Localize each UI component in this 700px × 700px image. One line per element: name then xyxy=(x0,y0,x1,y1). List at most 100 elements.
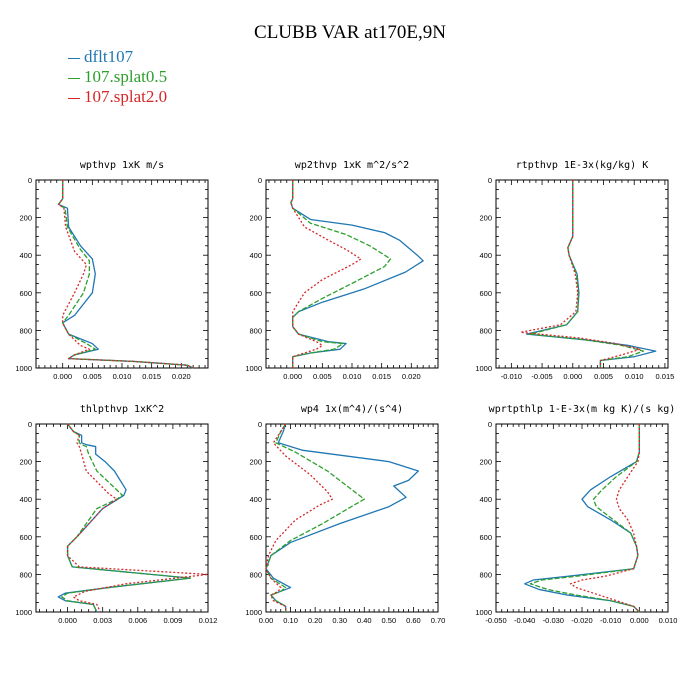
x-tick-label: 0.60 xyxy=(406,616,421,625)
y-tick-label: 1000 xyxy=(15,608,32,617)
x-tick-label: 0.012 xyxy=(199,616,218,625)
series-line-107.splat2.0 xyxy=(265,423,333,612)
x-tick-label: -0.050 xyxy=(485,616,506,625)
series-line-107.splat2.0 xyxy=(290,180,362,368)
series-line-107.splat0.5 xyxy=(57,180,194,369)
x-tick-label: 0.015 xyxy=(372,372,391,381)
series-line-107.splat2.0 xyxy=(569,424,640,613)
y-tick-label: 200 xyxy=(479,214,492,223)
y-tick-label: 600 xyxy=(479,533,492,542)
y-tick-label: 800 xyxy=(19,570,32,579)
y-tick-label: 0 xyxy=(28,420,32,429)
panel-6-frame xyxy=(495,423,669,613)
y-tick-label: 800 xyxy=(19,326,32,335)
y-tick-label: 600 xyxy=(19,533,32,542)
series-line-107.splat2.0 xyxy=(57,180,194,369)
x-tick-label: -0.010 xyxy=(501,372,522,381)
x-tick-label: 0.005 xyxy=(83,372,102,381)
y-tick-label: 1000 xyxy=(475,608,492,617)
x-tick-label: 0.010 xyxy=(343,372,362,381)
x-tick-label: 0.20 xyxy=(308,616,323,625)
series-line-dflt107 xyxy=(524,424,640,613)
x-tick-label: 0.000 xyxy=(53,372,72,381)
series-line-dflt107 xyxy=(290,180,424,368)
legend-label: dflt107 xyxy=(84,47,134,66)
panel-1-frame xyxy=(35,179,209,369)
y-tick-label: 200 xyxy=(249,214,262,223)
x-tick-label: 0.000 xyxy=(563,372,582,381)
x-tick-label: 0.50 xyxy=(382,616,397,625)
legend-item-splat2.0: 107.splat2.0 xyxy=(68,88,167,106)
series-line-107.splat0.5 xyxy=(529,424,640,613)
x-tick-label: -0.040 xyxy=(514,616,535,625)
x-tick-label: 0.020 xyxy=(172,372,191,381)
x-tick-label: 0.010 xyxy=(659,616,678,625)
y-tick-label: 0 xyxy=(258,176,262,185)
y-tick-label: 200 xyxy=(249,458,262,467)
y-tick-label: 1000 xyxy=(245,608,262,617)
panel-2-title: wp2thvp 1xK m^2/s^2 xyxy=(295,160,409,171)
y-tick-label: 800 xyxy=(479,326,492,335)
y-tick-label: 0 xyxy=(258,420,262,429)
panel-6-title: wprtpthlp 1-E-3x(m kg K)/(s kg) xyxy=(489,404,676,415)
x-tick-label: 0.009 xyxy=(164,616,183,625)
y-tick-label: 400 xyxy=(249,251,262,260)
x-tick-label: -0.010 xyxy=(600,616,621,625)
figure-title: CLUBB VAR at170E,9N xyxy=(254,22,446,43)
panel-5-frame xyxy=(265,423,439,613)
series-line-107.splat2.0 xyxy=(66,423,209,613)
legend-item-dflt107: dflt107 xyxy=(68,48,133,66)
panel-1-title: wpthvp 1xK m/s xyxy=(80,160,164,171)
x-tick-label: 0.006 xyxy=(128,616,147,625)
series-line-107.splat0.5 xyxy=(61,423,192,613)
y-tick-label: 0 xyxy=(28,176,32,185)
x-tick-label: -0.030 xyxy=(543,616,564,625)
x-tick-label: 0.000 xyxy=(630,616,649,625)
x-tick-label: 0.005 xyxy=(313,372,332,381)
y-tick-label: 800 xyxy=(479,570,492,579)
series-line-107.splat0.5 xyxy=(290,180,392,368)
x-tick-label: -0.020 xyxy=(571,616,592,625)
x-tick-label: 0.000 xyxy=(58,616,77,625)
series-line-dflt107 xyxy=(57,423,192,613)
legend-label: 107.splat0.5 xyxy=(84,67,168,86)
panel-4-title: thlpthvp 1xK^2 xyxy=(80,404,164,415)
x-tick-label: 0.000 xyxy=(283,372,302,381)
panel-5-title: wp4 1x(m^4)/(s^4) xyxy=(301,404,403,415)
y-tick-label: 600 xyxy=(19,289,32,298)
x-tick-label: 0.70 xyxy=(431,616,446,625)
series-line-107.splat2.0 xyxy=(519,180,642,368)
y-tick-label: 600 xyxy=(249,533,262,542)
y-tick-label: 400 xyxy=(19,495,32,504)
y-tick-label: 200 xyxy=(19,458,32,467)
x-tick-label: 0.010 xyxy=(113,372,132,381)
y-tick-label: 800 xyxy=(249,326,262,335)
x-tick-label: 0.010 xyxy=(625,372,644,381)
x-tick-label: 0.005 xyxy=(594,372,613,381)
legend-swatch xyxy=(68,57,80,59)
y-tick-label: 400 xyxy=(479,495,492,504)
y-tick-label: 600 xyxy=(249,289,262,298)
y-tick-label: 400 xyxy=(479,251,492,260)
x-tick-label: 0.00 xyxy=(259,616,274,625)
x-tick-label: 0.020 xyxy=(402,372,421,381)
x-tick-label: 0.40 xyxy=(357,616,372,625)
panel-4-frame xyxy=(35,423,209,613)
legend-item-splat0.5: 107.splat0.5 xyxy=(68,68,167,86)
series-line-dflt107 xyxy=(265,423,419,612)
y-tick-label: 1000 xyxy=(245,364,262,373)
y-tick-label: 0 xyxy=(488,176,492,185)
x-tick-label: 0.015 xyxy=(142,372,161,381)
x-tick-label: -0.005 xyxy=(531,372,552,381)
series-line-107.splat0.5 xyxy=(265,423,365,612)
y-tick-label: 800 xyxy=(249,570,262,579)
series-line-107.splat0.5 xyxy=(529,180,645,368)
y-tick-label: 1000 xyxy=(475,364,492,373)
x-tick-label: 0.30 xyxy=(332,616,347,625)
legend-label: 107.splat2.0 xyxy=(84,87,168,106)
legend-swatch xyxy=(68,77,80,79)
y-tick-label: 0 xyxy=(488,420,492,429)
x-tick-label: 0.015 xyxy=(656,372,675,381)
panel-3-title: rtpthvp 1E-3x(kg/kg) K xyxy=(516,160,648,171)
